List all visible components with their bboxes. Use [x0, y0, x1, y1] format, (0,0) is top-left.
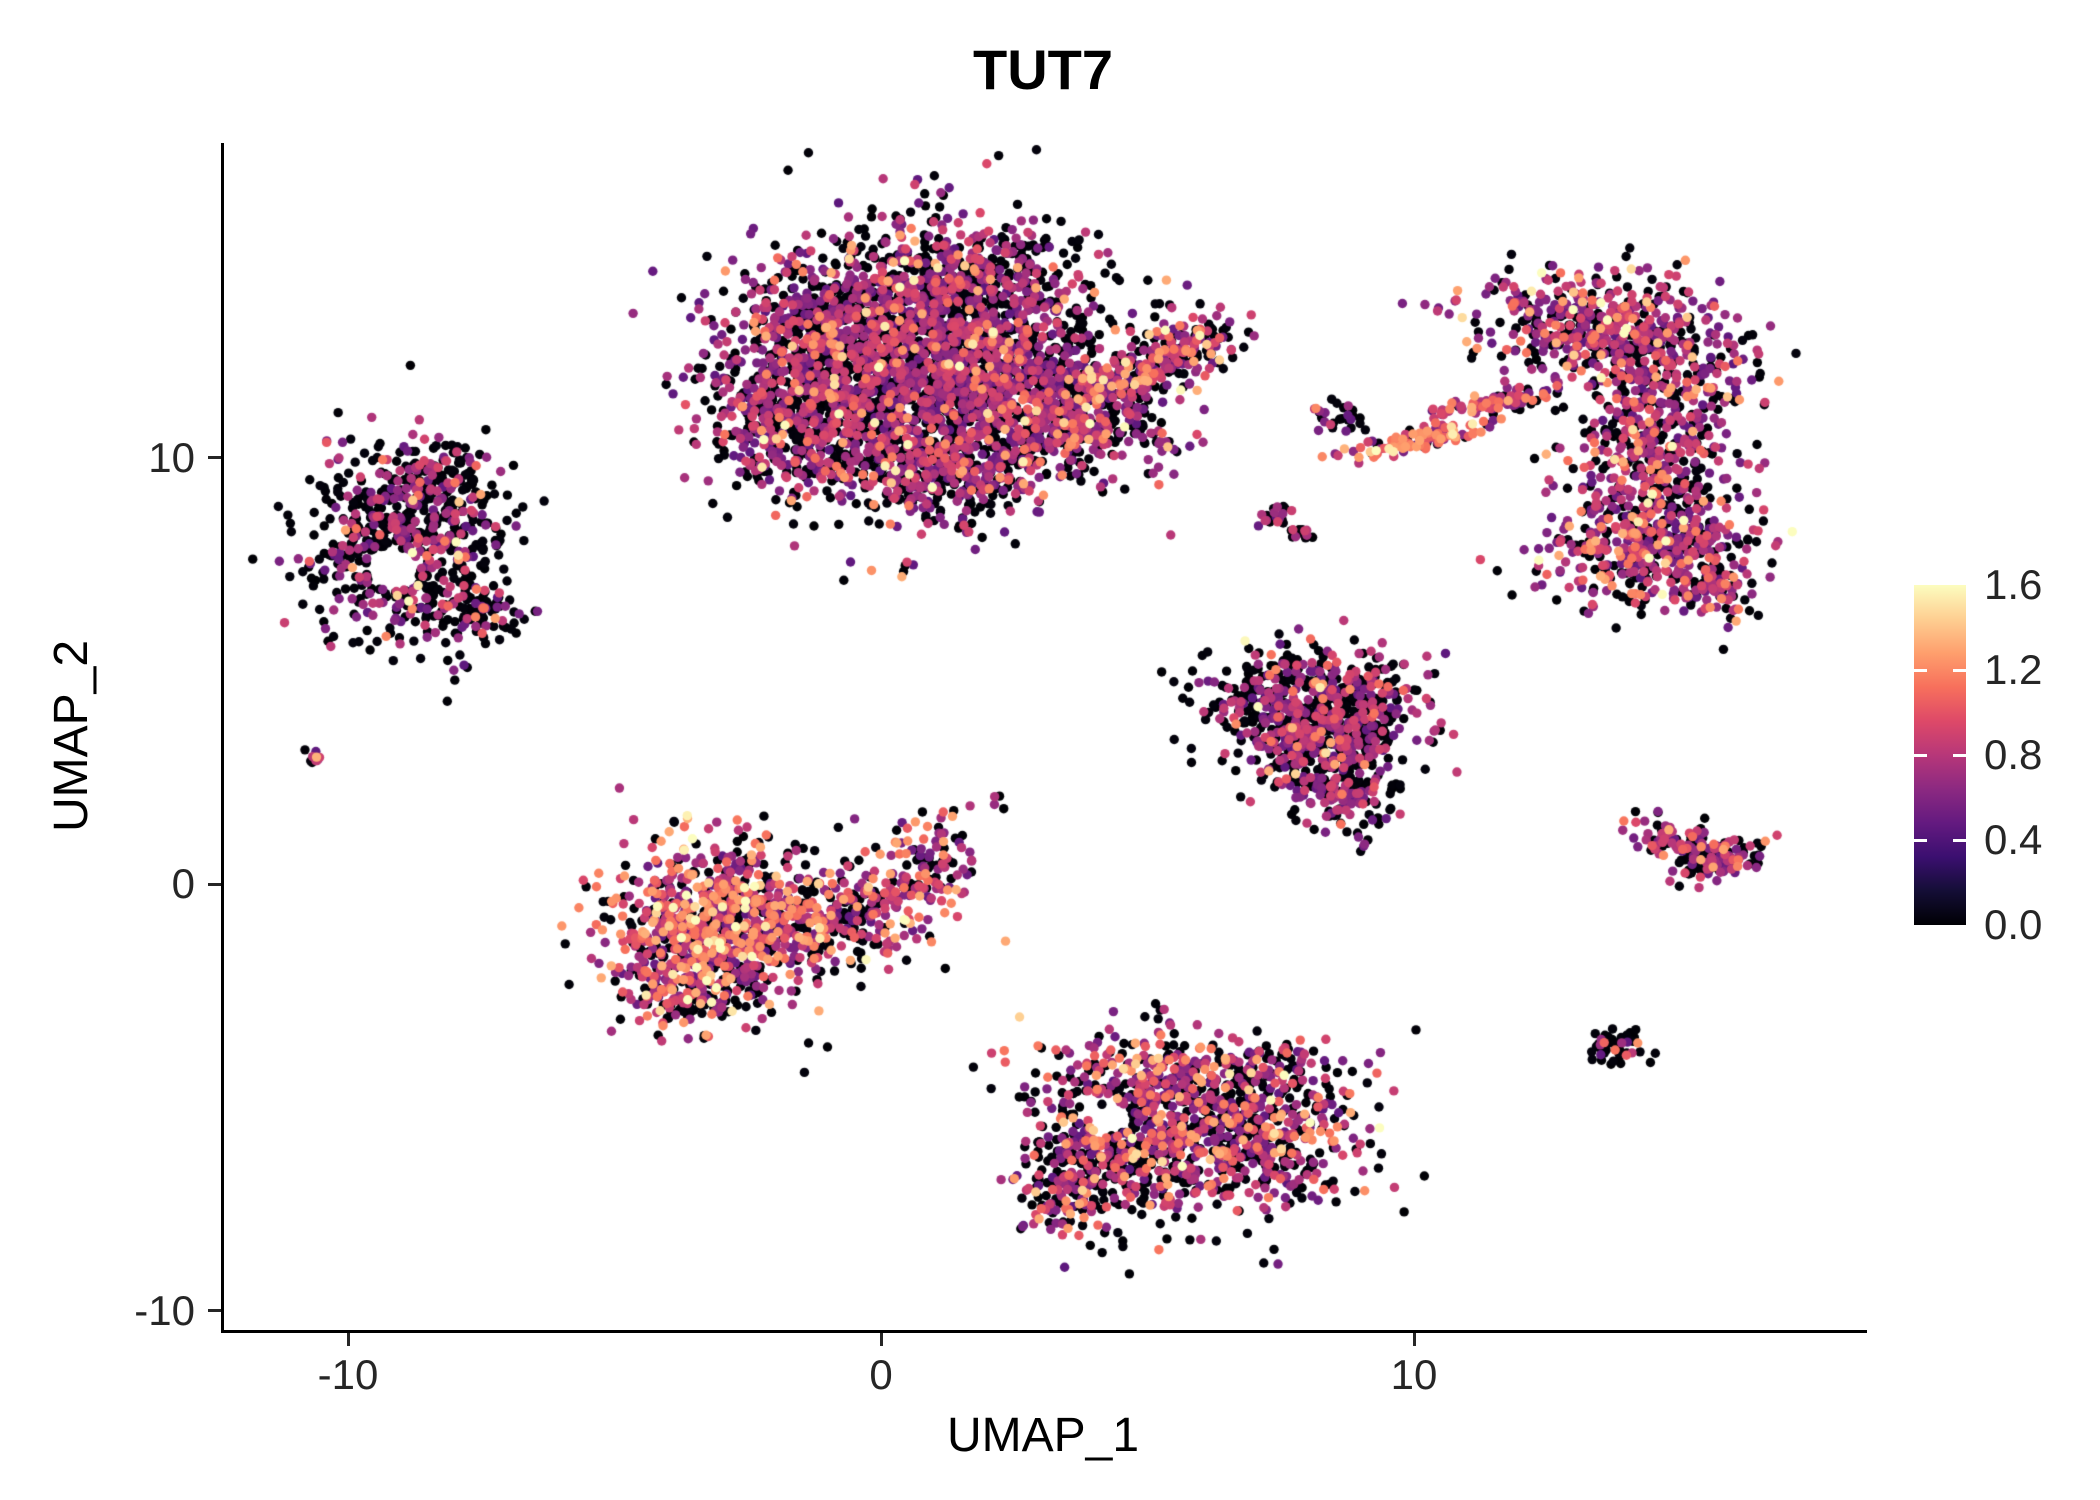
colorbar-tick-mark	[1914, 838, 1927, 842]
colorbar-tick-label: 0.4	[1984, 816, 2043, 863]
colorbar-tick-mark	[1953, 838, 1966, 842]
x-axis-tick-label: 10	[1390, 1351, 1438, 1398]
colorbar-tick-mark	[1953, 753, 1966, 757]
x-axis-tick-label: 0	[869, 1351, 893, 1398]
y-axis-tick-mark	[208, 456, 221, 459]
colorbar-tick-mark	[1953, 668, 1966, 672]
colorbar-tick-mark	[1914, 753, 1927, 757]
x-axis-tick-mark	[1412, 1333, 1416, 1346]
y-axis-tick-label: -10	[134, 1286, 195, 1334]
y-axis-tick-mark	[208, 882, 221, 886]
colorbar-tick-label: 1.2	[1984, 646, 2043, 693]
y-axis-tick-label: 0	[171, 860, 195, 907]
colorbar-tick-label: 1.6	[1984, 561, 2043, 608]
colorbar-tick-mark	[1914, 668, 1927, 672]
x-axis-title: UMAP_1	[946, 1409, 1140, 1462]
y-axis-tick-mark	[208, 1309, 221, 1312]
x-axis-tick-mark	[346, 1333, 350, 1346]
y-axis-line	[221, 143, 224, 1333]
x-axis-tick-mark	[879, 1333, 883, 1346]
x-axis-tick-label: -10	[317, 1351, 379, 1398]
plot-title: TUT7	[973, 38, 1113, 101]
y-axis-tick-label: 10	[148, 433, 195, 481]
y-axis-title: UMAP_2	[45, 639, 98, 833]
colorbar-tick-label: 0.8	[1984, 731, 2043, 778]
x-axis-line	[221, 1330, 1867, 1333]
colorbar-tick-label: 0.0	[1984, 901, 2043, 948]
